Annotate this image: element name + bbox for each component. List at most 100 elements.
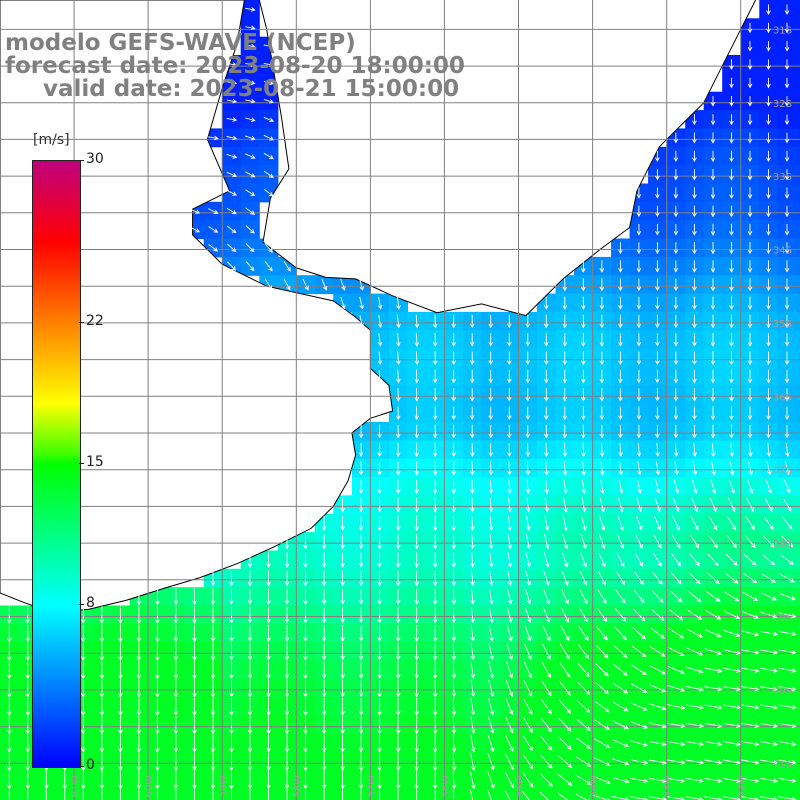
wind-arrow bbox=[654, 497, 661, 513]
wind-arrow bbox=[692, 205, 697, 218]
wind-arrow bbox=[673, 424, 679, 439]
wind-arrow bbox=[525, 479, 531, 495]
wind-arrow bbox=[229, 643, 234, 661]
wind-arrow bbox=[710, 132, 716, 144]
wind-arrow bbox=[655, 205, 660, 218]
wind-arrow bbox=[778, 722, 797, 729]
wind-arrow bbox=[377, 443, 382, 458]
wind-arrow bbox=[612, 682, 629, 694]
wind-arrow bbox=[303, 716, 308, 735]
wind-arrow bbox=[593, 757, 611, 766]
wind-arrow bbox=[505, 698, 514, 716]
wind-arrow bbox=[618, 260, 623, 273]
wind-arrow bbox=[655, 260, 660, 273]
wind-arrow bbox=[544, 479, 550, 495]
wind-arrow bbox=[284, 552, 290, 569]
wind-arrow bbox=[99, 624, 105, 643]
wind-arrow bbox=[650, 627, 665, 639]
longitude-label: 53W bbox=[663, 775, 674, 798]
wind-arrow bbox=[616, 552, 625, 568]
wind-arrow bbox=[600, 479, 605, 495]
wind-arrow bbox=[766, 96, 771, 107]
wind-arrow bbox=[708, 534, 719, 549]
wind-arrow bbox=[99, 771, 105, 790]
wind-arrow bbox=[759, 722, 779, 729]
wind-arrow bbox=[561, 588, 569, 605]
wind-arrow bbox=[434, 789, 436, 800]
wind-arrow bbox=[229, 588, 234, 605]
wind-arrow bbox=[395, 424, 401, 439]
wind-cell bbox=[796, 0, 800, 19]
wind-arrow bbox=[81, 624, 86, 643]
wind-cell bbox=[574, 789, 594, 800]
wind-arrow bbox=[507, 461, 512, 476]
wind-arrow bbox=[266, 588, 271, 606]
wind-arrow bbox=[636, 479, 642, 494]
wind-arrow bbox=[340, 771, 345, 790]
wind-arrow bbox=[710, 479, 717, 494]
wind-arrow bbox=[704, 686, 723, 692]
colorbar-tick-label: 0 bbox=[86, 757, 95, 773]
wind-arrow bbox=[655, 406, 660, 421]
wind-arrow bbox=[192, 642, 197, 661]
wind-arrow bbox=[504, 771, 514, 789]
wind-cell bbox=[796, 238, 800, 258]
wind-arrow bbox=[544, 515, 550, 532]
wind-arrow bbox=[729, 132, 734, 144]
wind-arrow bbox=[648, 741, 667, 747]
wind-arrow bbox=[559, 680, 571, 696]
wind-arrow bbox=[136, 588, 142, 606]
wind-arrow bbox=[652, 571, 663, 585]
wind-arrow bbox=[303, 588, 308, 605]
wind-arrow bbox=[470, 752, 476, 771]
wind-arrow bbox=[284, 716, 290, 735]
wind-arrow bbox=[226, 80, 238, 86]
wind-arrow bbox=[504, 790, 511, 800]
wind-arrow bbox=[321, 606, 327, 624]
wind-arrow bbox=[505, 680, 514, 697]
wind-arrow bbox=[25, 716, 31, 735]
wind-arrow bbox=[6, 624, 12, 643]
wind-arrow bbox=[561, 570, 569, 586]
wind-arrow bbox=[540, 717, 553, 733]
wind-arrow bbox=[247, 771, 253, 790]
wind-arrow bbox=[616, 534, 625, 550]
wind-arrow bbox=[451, 716, 457, 735]
wind-arrow bbox=[692, 242, 697, 255]
wind-arrow bbox=[544, 461, 549, 476]
wind-arrow bbox=[765, 479, 773, 494]
wind-arrow bbox=[488, 333, 494, 347]
wind-arrow bbox=[667, 646, 685, 656]
wind-arrow bbox=[784, 59, 790, 70]
wind-arrow bbox=[784, 187, 790, 199]
wind-arrow bbox=[488, 497, 494, 513]
wind-arrow bbox=[192, 771, 197, 790]
wind-arrow bbox=[99, 661, 105, 680]
wind-arrow bbox=[710, 296, 716, 310]
wind-arrow bbox=[263, 152, 274, 160]
wind-arrow bbox=[762, 535, 775, 548]
wind-arrow bbox=[229, 625, 234, 643]
wind-arrow bbox=[377, 534, 382, 550]
wind-arrow bbox=[673, 388, 679, 402]
wind-cell bbox=[740, 789, 760, 800]
wind-arrow bbox=[247, 716, 253, 735]
wind-cell bbox=[796, 495, 800, 515]
wind-arrow bbox=[673, 296, 679, 310]
wind-arrow bbox=[578, 625, 589, 641]
wind-arrow bbox=[741, 759, 760, 765]
wind-arrow bbox=[303, 771, 308, 790]
wind-arrow bbox=[636, 242, 642, 255]
wind-arrow bbox=[710, 187, 716, 200]
wind-cell bbox=[796, 220, 800, 240]
wind-arrow bbox=[766, 205, 771, 218]
wind-arrow bbox=[655, 278, 660, 292]
wind-arrow bbox=[469, 442, 475, 458]
wind-arrow bbox=[747, 205, 753, 218]
wind-arrow bbox=[395, 515, 401, 532]
wind-arrow bbox=[692, 424, 697, 439]
wind-arrow bbox=[759, 741, 779, 747]
wind-arrow bbox=[395, 624, 401, 643]
colorbar-tick-mark bbox=[79, 766, 84, 767]
wind-arrow bbox=[729, 351, 734, 366]
